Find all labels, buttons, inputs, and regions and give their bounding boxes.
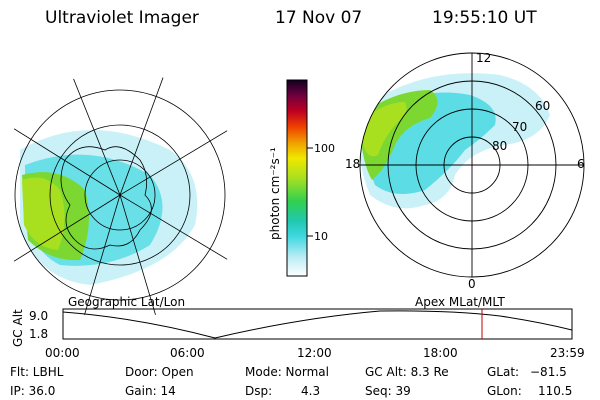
ip-info: IP: 36.0 [10,384,56,398]
polar-grid [359,52,585,278]
mlat-label-80: 80 [492,139,507,153]
gc-alt-info: GC Alt: 8.3 Re [365,365,449,379]
right-map-label: Apex MLat/MLT [415,295,505,309]
glon-value: 110.5 [538,384,573,398]
orbit-xtick-1200: 12:00 [297,346,332,360]
orbit-ytick-9: 9.0 [29,309,48,323]
aurora-emission-right-green2 [362,102,407,157]
polar-mlat-mlt-plot: 12 18 6 0 60 70 80 [345,51,585,291]
mode-info: Mode: Normal [245,365,329,379]
seq-info: Seq: 39 [365,384,411,398]
dsp-label: Dsp: [245,384,273,398]
geographic-map [0,70,245,320]
glon-label: GLon: [487,384,522,398]
dsp-value: 4.3 [301,384,321,398]
observation-date: 17 Nov 07 [275,8,363,28]
orbit-xtick-2359: 23:59 [550,346,585,360]
orbit-xtick-0000: 00:00 [45,346,80,360]
orbit-xtick-0600: 06:00 [170,346,205,360]
gain-info: Gain: 14 [125,384,176,398]
altitude-curve [62,310,573,339]
mlt-label-18: 18 [345,157,360,171]
continent-outline [60,146,152,250]
glat-label: GLat: [487,365,520,379]
orbit-ytick-1-8: 1.8 [29,327,48,341]
mlt-label-12: 12 [476,51,491,65]
colorbar: 100 10 photon cm⁻²s⁻¹ [268,79,335,277]
observation-time: 19:55:10 UT [432,8,537,28]
door-info: Door: Open [125,365,194,379]
instrument-title: Ultraviolet Imager [45,8,199,28]
orbit-altitude-plot: GC Alt 9.0 1.8 00:00 06:00 12:00 18:00 2… [11,308,585,360]
mlt-label-0: 0 [468,277,476,291]
colorbar-tick-100: 100 [314,142,335,155]
mlat-label-70: 70 [512,120,527,134]
orbit-xtick-1800: 18:00 [423,346,458,360]
aurora-emission-left-green2 [22,177,65,250]
colorbar-tick-10: 10 [314,230,328,243]
colorbar-unit-label: photon cm⁻²s⁻¹ [268,147,282,240]
left-map-label: Geographic Lat/Lon [68,295,185,309]
glat-value: −81.5 [530,365,567,379]
orbit-ylabel: GC Alt [11,309,25,347]
lat-lon-grid [0,70,245,320]
mlt-label-6: 6 [577,157,585,171]
mlat-label-60: 60 [535,99,550,113]
filter-info: Flt: LBHL [10,365,64,379]
